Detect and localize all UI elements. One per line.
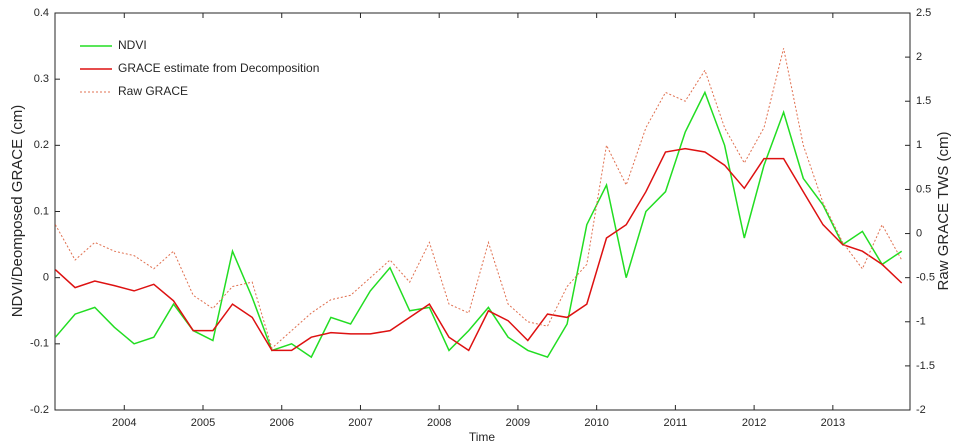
plot-frame <box>54 12 911 411</box>
x-tick-label: 2008 <box>427 417 451 429</box>
y-tick-label: 0.1 <box>34 205 49 217</box>
y2-tick-label: 0 <box>916 227 922 239</box>
legend-label: GRACE estimate from Decomposition <box>118 61 319 75</box>
y2-tick-label: -1 <box>916 316 926 328</box>
y2-tick-label: -1.5 <box>916 360 935 372</box>
x-tick-label: 2009 <box>506 417 530 429</box>
y2-tick-label: 1 <box>916 139 922 151</box>
x-tick-label: 2004 <box>112 417 136 429</box>
y2-tick-label: 2 <box>916 51 922 63</box>
y2-tick-label: -2 <box>916 404 926 416</box>
x-axis-label: Time <box>469 430 496 444</box>
y2-tick-label: 1.5 <box>916 95 931 107</box>
x-tick-label: 2011 <box>664 417 688 429</box>
y-tick-label: 0.4 <box>34 7 49 19</box>
line-series <box>54 48 903 350</box>
x-tick-label: 2007 <box>348 417 372 429</box>
x-tick-label: 2013 <box>821 417 845 429</box>
x-tick-label: 2012 <box>742 417 766 429</box>
y-tick-label: -0.1 <box>30 338 49 350</box>
y2-tick-label: -0.5 <box>916 272 935 284</box>
legend-label: NDVI <box>118 38 147 52</box>
y-tick-label: 0 <box>43 272 49 284</box>
y2-tick-label: 0.5 <box>916 183 931 195</box>
x-tick-label: 2010 <box>584 417 608 429</box>
y-tick-label: 0.2 <box>34 139 49 151</box>
y-tick-label: -0.2 <box>30 404 49 416</box>
x-tick-label: 2006 <box>269 417 293 429</box>
line-series <box>54 147 903 352</box>
y2-tick-label: 2.5 <box>916 7 931 19</box>
legend-label: Raw GRACE <box>118 84 188 98</box>
y-tick-label: 0.3 <box>34 73 49 85</box>
line-series <box>54 90 903 359</box>
x-tick-label: 2005 <box>191 417 215 429</box>
y2-axis-label: Raw GRACE TWS (cm) <box>935 132 952 291</box>
y-axis-label: NDVI/Deomposed GRACE (cm) <box>9 105 26 318</box>
